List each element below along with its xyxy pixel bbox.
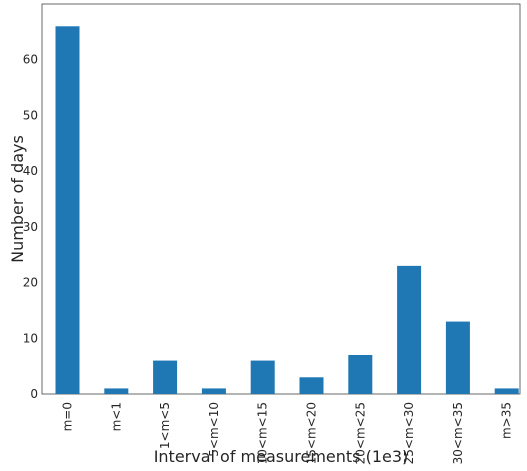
x-tick-label: 15<m<20: [305, 402, 319, 464]
x-axis-label: Interval of measurements (1e3): [154, 447, 409, 466]
bar-5<m<10: [201, 388, 226, 394]
y-tick-label: 0: [30, 387, 38, 401]
x-tick-label: m>35: [500, 402, 514, 439]
x-tick-label: 5<m<10: [207, 402, 221, 457]
y-tick-label: 50: [23, 108, 38, 122]
y-tick-label: 60: [23, 53, 38, 67]
bar-15<m<20: [299, 377, 324, 394]
x-tick-label: m<1: [109, 402, 123, 431]
x-tick-label: 20<m<25: [353, 402, 367, 464]
bar-10<m<15: [250, 360, 275, 394]
bar-1<m<5: [153, 360, 178, 394]
plot-area: [41, 3, 521, 395]
bar-m<1: [104, 388, 129, 394]
bar-25<m<30: [397, 265, 422, 394]
x-tick-label: 1<m<5: [158, 402, 172, 449]
y-tick-label: 30: [23, 220, 38, 234]
x-tick-label: 10<m<15: [256, 402, 270, 464]
x-tick-label: 30<m<35: [451, 402, 465, 464]
y-tick-label: 40: [23, 164, 38, 178]
y-tick-label: 10: [23, 331, 38, 345]
bar-30<m<35: [445, 321, 470, 394]
bar-20<m<25: [348, 355, 373, 394]
x-tick-label: m=0: [61, 402, 75, 431]
y-tick-label: 20: [23, 276, 38, 290]
bar-m=0: [55, 26, 80, 395]
x-tick-label: 25<m<30: [402, 402, 416, 464]
bar-m>35: [494, 388, 519, 394]
y-axis-label: Number of days: [8, 135, 27, 263]
